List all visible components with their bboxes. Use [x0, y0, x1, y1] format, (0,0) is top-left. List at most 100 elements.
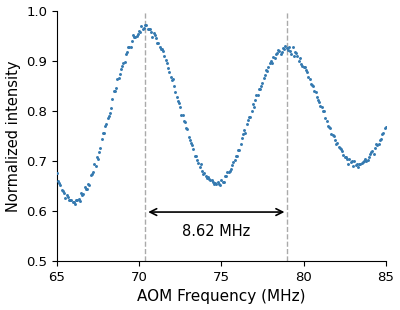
Point: [188, 140, 194, 145]
Point: [186, 135, 192, 140]
Point: [206, 176, 212, 181]
Point: [324, 123, 331, 128]
Point: [200, 171, 206, 176]
Point: [327, 126, 333, 131]
Point: [116, 71, 123, 76]
Point: [97, 146, 104, 151]
Point: [250, 102, 256, 107]
Point: [210, 179, 216, 184]
Point: [340, 153, 347, 158]
Point: [207, 178, 214, 183]
Point: [125, 44, 131, 49]
Point: [390, 115, 396, 120]
Point: [240, 132, 246, 137]
Point: [260, 75, 267, 80]
Point: [226, 169, 233, 174]
Point: [274, 51, 280, 55]
Point: [248, 108, 255, 113]
Point: [234, 153, 240, 158]
Point: [310, 83, 316, 88]
Point: [312, 90, 319, 95]
Point: [298, 62, 304, 67]
Point: [219, 179, 226, 184]
Point: [292, 50, 298, 55]
Point: [360, 159, 366, 164]
Point: [86, 182, 93, 187]
Point: [326, 124, 332, 129]
Point: [110, 89, 117, 94]
Point: [173, 94, 180, 99]
Point: [176, 101, 182, 106]
Point: [266, 60, 273, 65]
Point: [131, 35, 138, 40]
Point: [199, 168, 205, 173]
Point: [174, 99, 181, 104]
Point: [72, 202, 78, 206]
Point: [323, 119, 330, 124]
Point: [144, 27, 151, 32]
Point: [104, 115, 111, 120]
Point: [193, 154, 199, 159]
Point: [223, 174, 229, 179]
Point: [297, 55, 303, 60]
Point: [94, 155, 100, 160]
Point: [241, 127, 248, 132]
Point: [374, 142, 380, 147]
Point: [156, 44, 163, 49]
Point: [238, 141, 244, 146]
Point: [290, 44, 296, 49]
Point: [158, 46, 164, 51]
Point: [246, 114, 252, 119]
Point: [120, 60, 126, 65]
Point: [338, 146, 344, 151]
Point: [61, 190, 67, 195]
Point: [366, 155, 372, 160]
Point: [58, 188, 65, 193]
Point: [172, 90, 178, 95]
Point: [343, 155, 349, 160]
Point: [76, 196, 82, 201]
Point: [214, 179, 221, 184]
Point: [281, 47, 287, 52]
Point: [311, 88, 318, 93]
Point: [180, 113, 186, 118]
Point: [129, 39, 135, 44]
Point: [265, 65, 272, 70]
Point: [92, 163, 99, 168]
Point: [346, 156, 353, 161]
Point: [150, 31, 157, 36]
Point: [225, 170, 232, 175]
Point: [196, 164, 203, 169]
Point: [124, 50, 130, 55]
Point: [217, 182, 223, 187]
Point: [288, 52, 295, 57]
Point: [181, 119, 187, 124]
Point: [85, 181, 92, 186]
Point: [356, 162, 362, 167]
Point: [122, 52, 129, 57]
Point: [218, 178, 224, 183]
Point: [78, 191, 84, 196]
Point: [333, 141, 339, 146]
Point: [135, 31, 141, 36]
Point: [194, 157, 200, 162]
Point: [89, 172, 95, 177]
Point: [201, 170, 208, 175]
Point: [83, 186, 89, 191]
Point: [103, 121, 110, 126]
Point: [54, 170, 60, 175]
Point: [244, 122, 250, 127]
Point: [230, 159, 236, 164]
Point: [287, 49, 294, 54]
Point: [233, 154, 239, 159]
Point: [372, 145, 378, 150]
Point: [211, 181, 217, 186]
Point: [187, 138, 193, 143]
Point: [222, 173, 228, 178]
Point: [79, 192, 86, 197]
Point: [154, 40, 160, 45]
X-axis label: AOM Frequency (MHz): AOM Frequency (MHz): [137, 290, 306, 304]
Point: [342, 155, 348, 160]
Point: [143, 23, 150, 28]
Point: [134, 33, 140, 38]
